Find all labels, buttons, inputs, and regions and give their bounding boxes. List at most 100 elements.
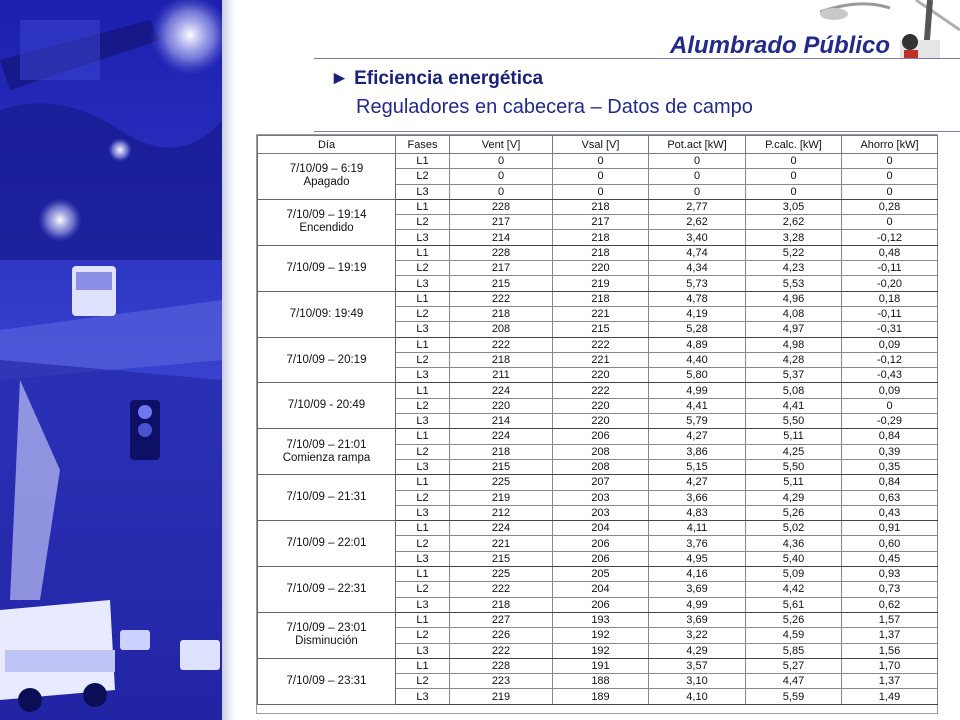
vent-cell: 227: [449, 611, 553, 629]
phase-cell: L2: [395, 305, 450, 323]
ahorro-cell: 0,84: [841, 474, 938, 491]
vent-cell: 228: [449, 244, 553, 262]
vent-cell: 0: [449, 168, 553, 185]
vsal-cell: 206: [552, 428, 649, 445]
table-row: L3 215 208 5,15 5,50 0,35: [258, 458, 938, 476]
table-row: 7/10/09 – 19:19 L1 228 218 4,74 5,22 0,48: [257, 244, 938, 292]
table-row: 7/10/09 – 21:31 L1 225 207 4,27 5,11 0,84: [257, 474, 938, 522]
subtitle-box: [314, 59, 960, 131]
day-timestamp: 7/10/09 – 22:31: [286, 582, 367, 595]
day-cell: 7/10/09 – 19:14 Encendido: [257, 198, 396, 246]
photo-gradient-edge: [222, 0, 236, 720]
day-note: Encendido: [299, 222, 354, 235]
vent-cell: 224: [449, 382, 553, 399]
pcalc-cell: 4,97: [745, 321, 842, 338]
pcalc-cell: 5,09: [745, 566, 842, 583]
vent-cell: 218: [449, 305, 553, 323]
vsal-cell: 204: [552, 581, 649, 598]
vsal-cell: 208: [552, 443, 649, 460]
phase-cell: L3: [395, 688, 450, 705]
table-row: L3 218 206 4,99 5,61 0,62: [258, 596, 938, 613]
day-timestamp: 7/10/09 – 21:01: [286, 438, 367, 451]
pcalc-cell: 4,28: [745, 351, 842, 369]
ahorro-cell: 0: [841, 183, 938, 200]
street-photo-illustration: [0, 0, 222, 720]
vsal-cell: 203: [552, 504, 649, 522]
potact-cell: 3,40: [648, 229, 746, 246]
vent-cell: 222: [449, 642, 553, 659]
phase-cell: L1: [395, 382, 450, 399]
vsal-cell: 220: [552, 367, 649, 384]
potact-cell: 5,79: [648, 413, 746, 430]
field-data-table: Día Fases Vent [V] Vsal [V] Pot.act [kW]…: [257, 135, 938, 705]
potact-cell: 4,11: [648, 520, 746, 537]
phase-cell: L1: [395, 152, 450, 170]
phase-cell: L1: [395, 336, 450, 353]
vent-cell: 218: [449, 596, 553, 613]
potact-cell: 0: [648, 152, 746, 170]
ahorro-cell: 0,09: [841, 336, 938, 353]
ahorro-cell: 0,62: [841, 596, 938, 613]
day-note: Disminución: [295, 635, 358, 648]
vsal-cell: 221: [552, 351, 649, 369]
vsal-cell: 221: [552, 305, 649, 323]
pcalc-cell: 4,23: [745, 260, 842, 277]
vsal-cell: 218: [552, 244, 649, 262]
table-row: L3 211 220 5,80 5,37 -0,43: [258, 367, 938, 384]
pcalc-cell: 5,61: [745, 596, 842, 613]
table-row: 7/10/09 - 20:49 L1 224 222 4,99 5,08 0,09: [257, 382, 938, 430]
pcalc-cell: 5,11: [745, 428, 842, 445]
phase-cell: L2: [395, 673, 450, 690]
ahorro-cell: 1,70: [841, 657, 938, 675]
phase-cell: L2: [395, 397, 450, 415]
vent-cell: 0: [449, 152, 553, 170]
potact-cell: 3,22: [648, 627, 746, 644]
phase-cell: L3: [395, 596, 450, 613]
table-row: L3 0 0 0 0 0: [258, 183, 938, 200]
vent-cell: 226: [449, 627, 553, 644]
vsal-cell: 0: [552, 152, 649, 170]
day-timestamp: 7/10/09 – 23:31: [286, 674, 367, 687]
phase-cell: L3: [395, 183, 450, 200]
phase-cell: L1: [395, 566, 450, 583]
day-cell: 7/10/09: 19:49: [257, 290, 396, 338]
street-lighting-photo: [0, 0, 222, 720]
pcalc-cell: 3,28: [745, 229, 842, 246]
vsal-cell: 207: [552, 474, 649, 491]
ahorro-cell: -0,20: [841, 275, 938, 292]
vent-cell: 224: [449, 428, 553, 445]
ahorro-cell: -0,12: [841, 229, 938, 246]
vent-cell: 0: [449, 183, 553, 200]
potact-cell: 3,69: [648, 611, 746, 629]
table-row: 7/10/09 – 22:31 L1 225 205 4,16 5,09 0,93: [257, 566, 938, 613]
ahorro-cell: 1,37: [841, 673, 938, 690]
vsal-cell: 215: [552, 321, 649, 338]
vent-cell: 228: [449, 198, 553, 216]
col-header-pcalc: P.calc. [kW]: [745, 135, 842, 154]
vsal-cell: 192: [552, 627, 649, 644]
pcalc-cell: 5,40: [745, 550, 842, 568]
day-note: Comienza rampa: [282, 451, 371, 464]
day-cell: 7/10/09 – 6:19 Apagado: [257, 153, 396, 200]
vsal-cell: 203: [552, 489, 649, 506]
vsal-cell: 217: [552, 214, 649, 231]
potact-cell: 4,89: [648, 336, 746, 353]
day-timestamp: 7/10/09 – 21:31: [286, 491, 367, 504]
vsal-cell: 219: [552, 275, 649, 292]
ahorro-cell: 1,57: [841, 611, 938, 629]
vsal-cell: 0: [552, 168, 649, 185]
pcalc-cell: 0: [745, 168, 842, 185]
phase-cell: L3: [395, 413, 450, 430]
pcalc-cell: 0: [745, 152, 842, 170]
pcalc-cell: 4,47: [745, 673, 842, 690]
ahorro-cell: 0,91: [841, 520, 938, 537]
col-header-dia: Día: [257, 135, 396, 154]
ahorro-cell: 0,73: [841, 581, 938, 598]
table-row: L3 214 220 5,79 5,50 -0,29: [258, 413, 938, 430]
table-body: 7/10/09 – 6:19 Apagado L1 0 0 0 0 0 L2 0 0 0 0 0 L3 0 0 0…: [257, 152, 938, 705]
potact-cell: 4,19: [648, 305, 746, 323]
potact-cell: 4,27: [648, 428, 746, 445]
phase-cell: L2: [395, 535, 450, 552]
vsal-cell: 191: [552, 657, 649, 675]
ahorro-cell: 1,56: [841, 642, 938, 659]
